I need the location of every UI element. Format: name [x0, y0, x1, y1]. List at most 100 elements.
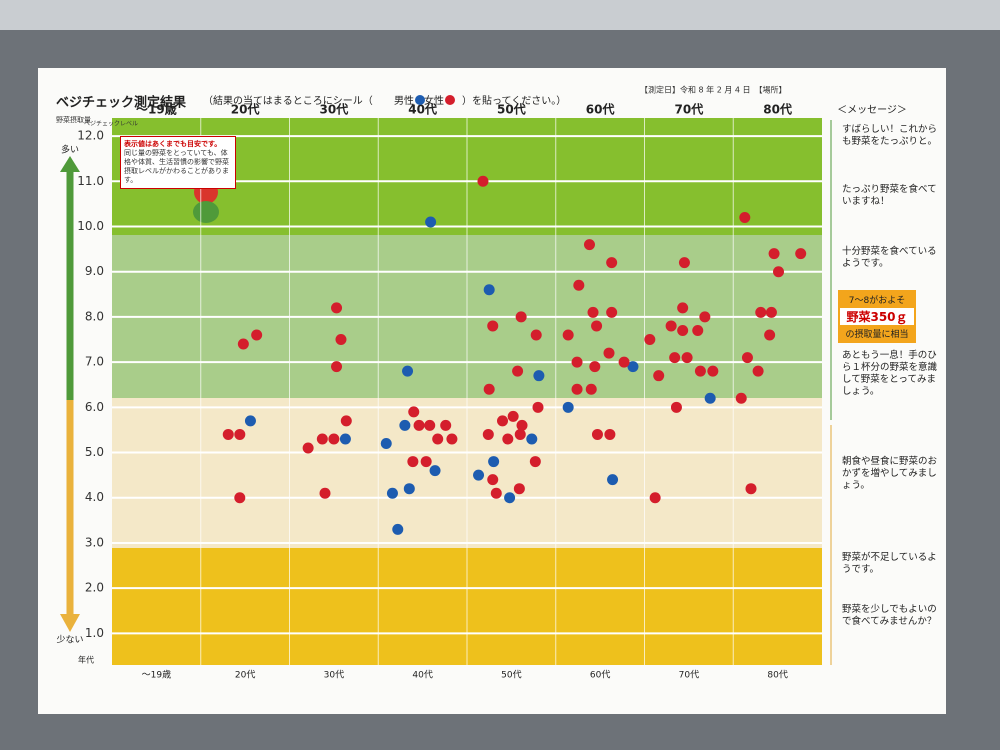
y-axis-title: 野菜摂取量 [56, 115, 91, 124]
data-point [533, 370, 545, 382]
instruction: （結果の当てはまるところにシール（ [203, 94, 373, 107]
equivalence-amount: 野菜350ｇ [840, 308, 914, 325]
data-point [488, 456, 500, 468]
data-point [699, 311, 711, 323]
legend-label: 女性 [424, 94, 444, 107]
data-point [302, 442, 314, 454]
y-tick-label: 12.0 [77, 129, 104, 143]
y-tick-label: 6.0 [85, 400, 104, 414]
data-point [513, 483, 525, 495]
data-point [694, 365, 706, 377]
y-tick-label: 3.0 [85, 535, 104, 549]
data-point [328, 433, 340, 445]
data-point [591, 320, 603, 332]
data-point [497, 415, 508, 427]
message: 野菜が不足しているようです。 [842, 552, 937, 575]
y-tick-label: 10.0 [77, 219, 104, 233]
data-point [644, 334, 656, 346]
data-point [530, 329, 542, 341]
data-point [745, 483, 757, 495]
data-point [490, 487, 502, 499]
equivalence-text: 7～8がおよそ [848, 296, 906, 306]
data-point [606, 257, 618, 269]
data-point [487, 474, 499, 486]
data-point [432, 433, 444, 445]
x-header-label: 70代 [675, 102, 704, 117]
data-point [392, 523, 404, 535]
data-point [408, 406, 420, 418]
data-point [606, 306, 618, 318]
message: あともう一息！手のひら１杯分の野菜を意識して野菜をとってみましょう。 [842, 350, 938, 397]
data-point [670, 401, 682, 413]
data-point [681, 352, 693, 364]
data-point [386, 487, 398, 499]
data-point [562, 329, 574, 341]
x-tick-label: 40代 [412, 670, 432, 681]
y-tick-label: 1.0 [85, 626, 104, 640]
x-header-label: ～19歳 [136, 102, 177, 117]
data-point [514, 428, 526, 440]
y-tick-label: 8.0 [85, 309, 104, 323]
note-title: 表示値はあくまでも目安です。 [124, 140, 222, 148]
data-point [589, 361, 601, 373]
message: たっぷり野菜を食べていますね！ [842, 184, 937, 207]
data-point [331, 302, 343, 314]
x-header-label: 80代 [763, 102, 792, 117]
x-tick-label: 20代 [235, 670, 255, 681]
data-point [413, 419, 425, 431]
data-point [607, 474, 619, 486]
x-header-label: 20代 [231, 102, 260, 117]
message: 十分野菜を食べているようです。 [842, 246, 937, 269]
data-point [473, 469, 485, 481]
y-tick-label: 11.0 [77, 174, 104, 188]
data-point [425, 216, 437, 228]
data-point [678, 257, 690, 269]
data-point [331, 361, 343, 373]
data-point [765, 306, 777, 318]
data-point [768, 248, 780, 260]
data-point [399, 419, 411, 431]
data-point [562, 401, 574, 413]
x-header-label: 50代 [497, 102, 526, 117]
wall [0, 0, 1000, 30]
note: 表示値はあくまでも目安です。 同じ量の野菜をとっていても、体格や体質、生活習慣の影… [120, 136, 236, 189]
data-point [529, 456, 541, 468]
data-point [571, 356, 583, 368]
chart-title: ベジチェック測定結果 [56, 95, 186, 111]
data-point [677, 324, 689, 336]
data-point [244, 415, 256, 427]
equivalence-text: の摂取量に相当 [845, 330, 909, 340]
arrow-up-head [60, 156, 80, 172]
data-point [604, 428, 616, 440]
data-point [222, 428, 234, 440]
x-tick-label: 30代 [324, 670, 344, 681]
data-point [477, 175, 489, 187]
y-tick-label: 7.0 [85, 355, 104, 369]
data-point [591, 428, 603, 440]
legend-label: 男性 [394, 94, 414, 107]
data-point [571, 383, 583, 395]
data-point [420, 456, 432, 468]
data-point [340, 415, 352, 427]
data-point [773, 266, 785, 278]
more-label: 多い [61, 144, 79, 156]
data-point [707, 365, 719, 377]
x-tick-label: 80代 [767, 670, 787, 681]
data-point [585, 383, 597, 395]
data-point [735, 392, 747, 404]
y-tick-label: 9.0 [85, 264, 104, 278]
data-point [587, 306, 599, 318]
data-point [335, 334, 347, 346]
data-point [403, 483, 415, 495]
data-point [339, 433, 351, 445]
data-point [512, 365, 524, 377]
note-body: 同じ量の野菜をとっていても、体格や体質、生活習慣の影響で野菜摂取レベルがかわるこ… [124, 149, 229, 184]
x-tick-label: ～19歳 [142, 669, 171, 681]
data-point [440, 419, 452, 431]
data-point [483, 383, 495, 395]
data-point [483, 284, 495, 296]
data-point [446, 433, 458, 445]
data-point [504, 492, 516, 504]
x-tick-label: 50代 [501, 670, 521, 681]
